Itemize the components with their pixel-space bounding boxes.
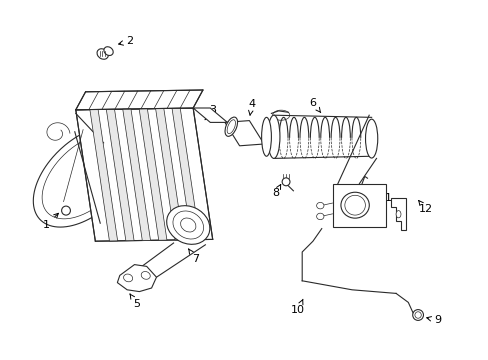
Ellipse shape xyxy=(104,47,113,55)
Text: 6: 6 xyxy=(309,98,320,113)
Polygon shape xyxy=(76,108,212,241)
Text: 10: 10 xyxy=(291,299,305,315)
Polygon shape xyxy=(155,108,183,240)
Text: 3: 3 xyxy=(204,105,216,120)
Text: 4: 4 xyxy=(248,99,255,115)
Polygon shape xyxy=(122,109,150,240)
Polygon shape xyxy=(76,90,203,110)
Ellipse shape xyxy=(141,271,150,279)
Ellipse shape xyxy=(412,310,423,320)
Polygon shape xyxy=(224,121,264,146)
Text: 12: 12 xyxy=(418,201,431,214)
Text: 1: 1 xyxy=(43,213,58,230)
Polygon shape xyxy=(193,108,227,122)
Ellipse shape xyxy=(61,206,70,215)
Text: 8: 8 xyxy=(272,184,280,198)
Ellipse shape xyxy=(316,202,323,209)
Ellipse shape xyxy=(340,192,368,218)
Ellipse shape xyxy=(365,119,377,158)
Polygon shape xyxy=(117,265,156,292)
Text: 2: 2 xyxy=(119,36,133,46)
Ellipse shape xyxy=(261,117,271,156)
Polygon shape xyxy=(90,109,118,241)
Polygon shape xyxy=(390,198,405,230)
Ellipse shape xyxy=(123,274,132,282)
Text: 7: 7 xyxy=(188,249,199,264)
Ellipse shape xyxy=(166,206,209,244)
Polygon shape xyxy=(106,109,134,241)
Ellipse shape xyxy=(282,178,289,186)
Ellipse shape xyxy=(267,115,279,158)
Ellipse shape xyxy=(97,49,108,59)
Ellipse shape xyxy=(316,213,323,220)
Polygon shape xyxy=(172,108,200,240)
Text: 5: 5 xyxy=(130,294,140,309)
Ellipse shape xyxy=(224,117,237,136)
Polygon shape xyxy=(33,126,138,227)
Ellipse shape xyxy=(395,211,400,218)
Text: 9: 9 xyxy=(426,315,440,325)
FancyBboxPatch shape xyxy=(332,184,386,227)
Polygon shape xyxy=(139,109,166,240)
Text: 11: 11 xyxy=(379,188,392,203)
